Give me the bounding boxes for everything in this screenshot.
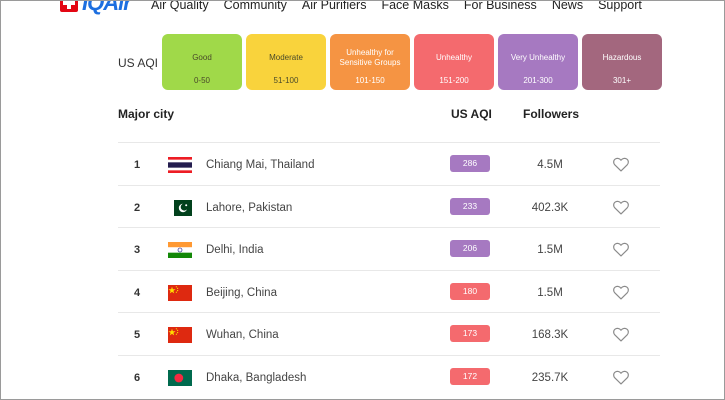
aqi-badge: 233 — [450, 197, 490, 215]
heart-icon[interactable] — [612, 326, 630, 342]
table-row[interactable]: 6 Dhaka, Bangladesh 172 235.7K — [118, 354, 660, 398]
aqi-badge: 173 — [450, 325, 490, 342]
legend-level-range: 151-200 — [439, 76, 469, 85]
legend-unhealthy-sensitive: Unhealthy for Sensitive Groups 101-150 — [330, 34, 410, 90]
heart-icon[interactable] — [612, 369, 630, 385]
nav-news[interactable]: News — [551, 0, 584, 12]
rank: 5 — [133, 329, 141, 341]
legend-moderate: Moderate 51-100 — [246, 34, 326, 90]
swiss-flag-icon — [60, 0, 78, 12]
bangladesh-flag-icon — [168, 369, 192, 386]
legend-level-name: Good — [192, 52, 212, 62]
nav-for-business[interactable]: For Business — [463, 0, 537, 12]
china-flag-icon — [168, 327, 192, 343]
city-name[interactable]: Wuhan, China — [206, 329, 279, 341]
aqi-badge: 180 — [450, 282, 490, 300]
city-name[interactable]: Delhi, India — [206, 244, 264, 256]
legend-level-name: Unhealthy for Sensitive Groups — [339, 47, 401, 67]
rank: 3 — [133, 244, 141, 256]
header-major-city: Major city — [118, 107, 175, 121]
nav-air-quality[interactable]: Air Quality — [151, 0, 209, 12]
table-row[interactable]: 4 Beijing, China 180 1.5M — [118, 269, 660, 313]
followers-count: 168.3K — [531, 329, 569, 341]
city-name[interactable]: Chiang Mai, Thailand — [206, 159, 315, 171]
aqi-badge: 286 — [450, 155, 490, 172]
followers-count: 235.7K — [531, 371, 569, 384]
legend-level-range: 301+ — [612, 76, 632, 85]
city-ranking-table: 1 Chiang Mai, Thailand 286 4.5M 2 Lahore… — [118, 142, 660, 397]
table-row[interactable]: 2 Lahore, Pakistan 233 402.3K — [118, 184, 660, 228]
city-name[interactable]: Beijing, China — [206, 286, 277, 299]
aqi-badge: 172 — [450, 367, 490, 385]
legend-level-name: Hazardous — [602, 52, 642, 62]
nav-air-purifiers[interactable]: Air Purifiers — [301, 0, 367, 12]
header-followers: Followers — [523, 107, 580, 121]
top-navigation: IQAir Air Quality Community Air Purifier… — [0, 0, 725, 14]
followers-count: 1.5M — [537, 244, 563, 256]
followers-count: 402.3K — [531, 201, 569, 214]
legend-unhealthy: Unhealthy 151-200 — [414, 34, 494, 90]
nav-support[interactable]: Support — [598, 0, 642, 12]
nav-menu: Air Quality Community Air Purifiers Face… — [151, 0, 642, 12]
nav-community[interactable]: Community — [223, 0, 287, 12]
thailand-flag-icon — [168, 157, 192, 173]
city-name[interactable]: Dhaka, Bangladesh — [206, 371, 307, 384]
legend-hazardous: Hazardous 301+ — [582, 34, 662, 90]
heart-icon[interactable] — [612, 284, 630, 300]
header-us-aqi: US AQI — [451, 107, 492, 121]
legend-level-name: Moderate — [269, 52, 303, 62]
heart-icon[interactable] — [612, 156, 630, 172]
aqi-legend: Good 0-50 Moderate 51-100 Unhealthy for … — [162, 34, 666, 90]
brand-name: IQAir — [82, 0, 132, 15]
nav-face-masks[interactable]: Face Masks — [381, 0, 449, 12]
legend-label: US AQI — [118, 56, 159, 70]
brand-logo[interactable]: IQAir — [60, 0, 132, 15]
india-flag-icon — [168, 242, 192, 258]
city-name[interactable]: Lahore, Pakistan — [206, 201, 293, 214]
heart-icon[interactable] — [612, 241, 630, 257]
followers-count: 1.5M — [537, 286, 563, 299]
followers-count: 4.5M — [537, 159, 563, 171]
legend-level-range: 201-300 — [523, 76, 553, 85]
legend-level-name: Unhealthy — [435, 52, 473, 62]
legend-good: Good 0-50 — [162, 34, 242, 90]
legend-level-range: 0-50 — [193, 76, 210, 85]
aqi-badge: 206 — [450, 240, 490, 257]
rank: 1 — [133, 159, 141, 171]
heart-icon[interactable] — [612, 199, 630, 215]
legend-very-unhealthy: Very Unhealthy 201-300 — [498, 34, 578, 90]
pakistan-flag-icon — [168, 199, 192, 216]
legend-level-name: Very Unhealthy — [510, 52, 566, 62]
table-row[interactable]: 1 Chiang Mai, Thailand 286 4.5M — [118, 142, 660, 185]
china-flag-icon — [168, 284, 192, 301]
legend-level-range: 51-100 — [273, 76, 299, 85]
rank: 2 — [133, 201, 141, 214]
rank: 4 — [133, 286, 141, 299]
table-row[interactable]: 3 Delhi, India 206 1.5M — [118, 227, 660, 270]
table-row[interactable]: 5 Wuhan, China 173 168.3K — [118, 312, 660, 355]
legend-level-range: 101-150 — [355, 76, 385, 85]
rank: 6 — [133, 371, 141, 384]
